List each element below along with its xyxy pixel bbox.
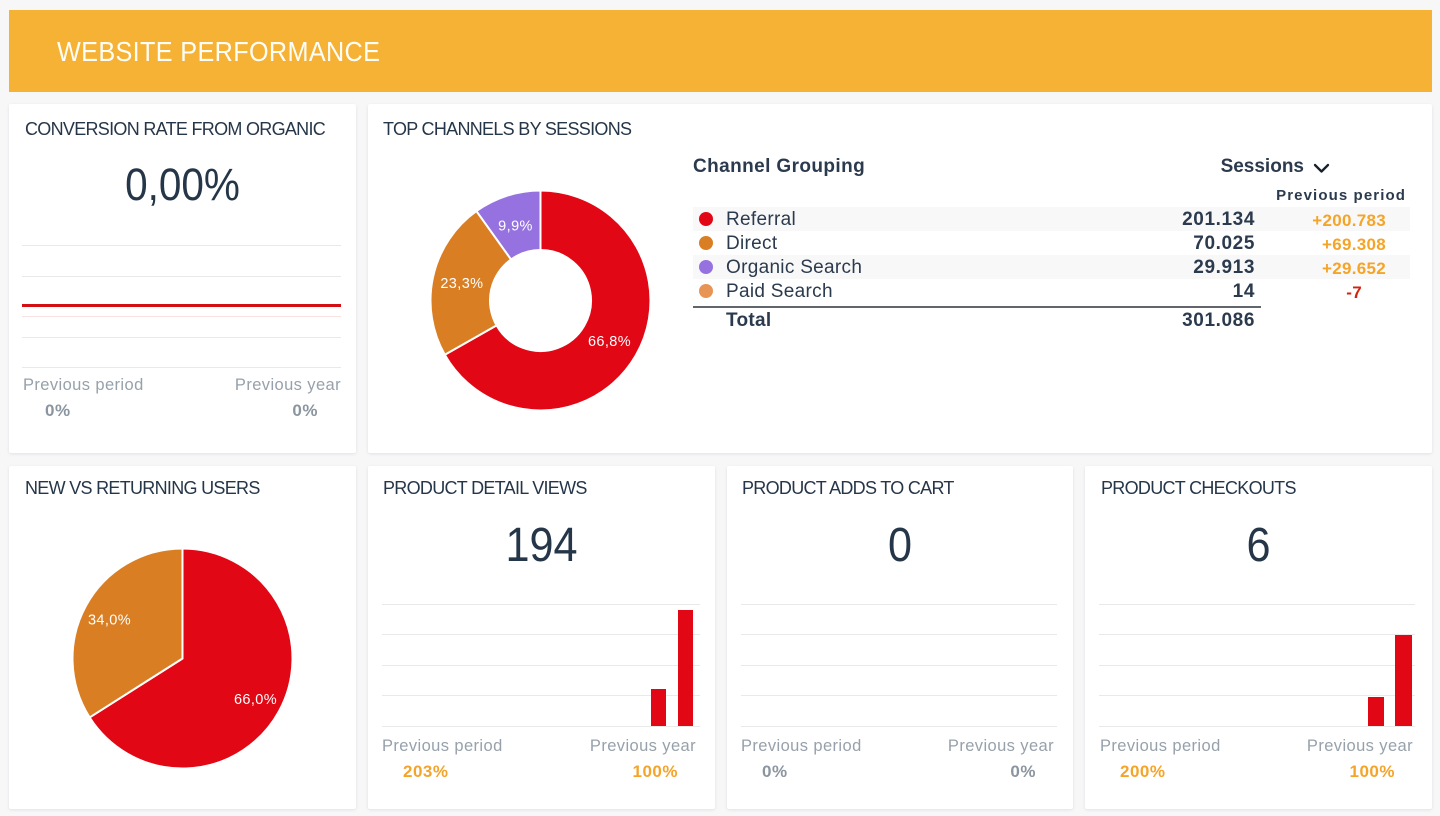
svg-text:9,9%: 9,9% <box>498 219 533 235</box>
svg-text:23,3%: 23,3% <box>440 276 483 292</box>
svg-text:66,8%: 66,8% <box>588 334 631 350</box>
svg-text:66,0%: 66,0% <box>234 692 277 708</box>
svg-text:34,0%: 34,0% <box>88 612 131 628</box>
